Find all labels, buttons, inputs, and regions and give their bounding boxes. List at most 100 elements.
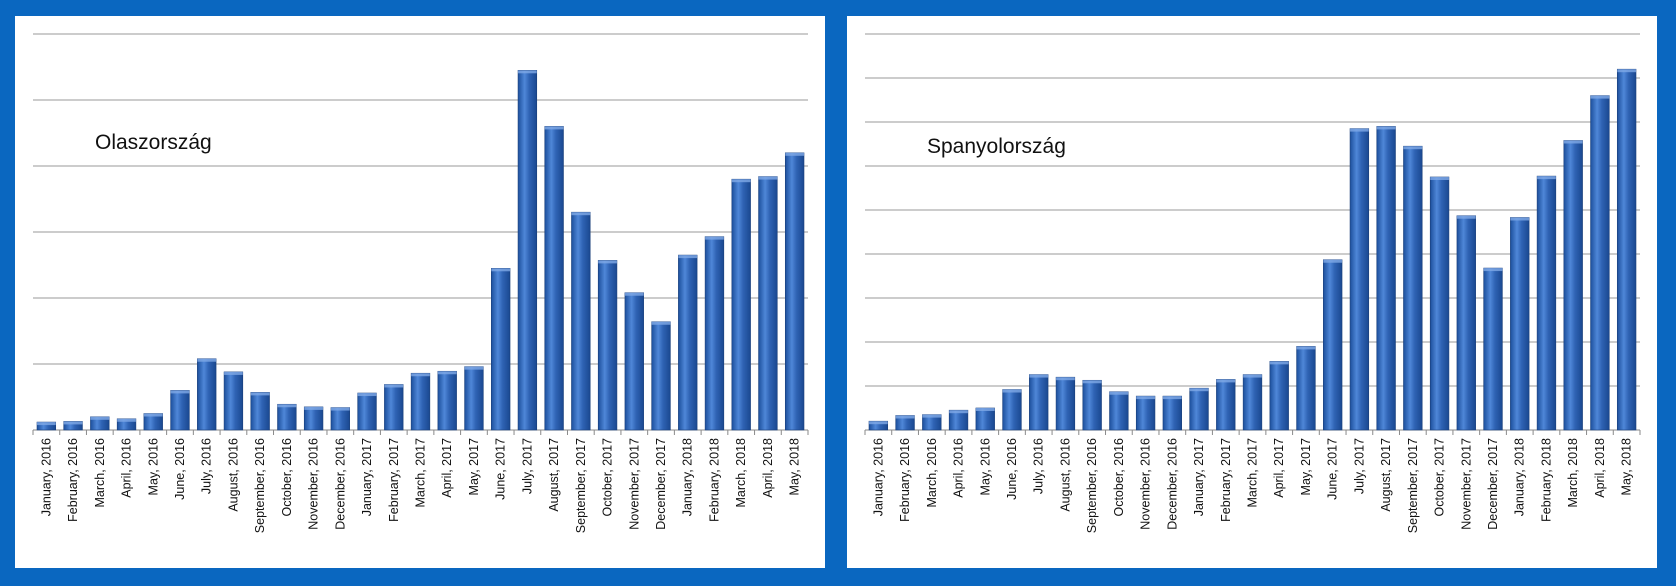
x-tick-label: July, 2017 [520,438,534,494]
bar-cap [1109,391,1129,395]
x-tick-label: June, 2016 [1005,438,1019,500]
bar [544,126,564,431]
x-tick-label: April, 2017 [440,438,454,498]
x-tick-label: December, 2016 [1165,438,1179,530]
bar [1296,346,1316,431]
bar-cap [1136,396,1155,400]
bar [1135,395,1156,431]
bar [678,254,698,431]
x-tick-label: August, 2016 [226,438,240,512]
x-tick-label: June, 2017 [494,438,508,500]
bar-cap [1590,95,1610,99]
x-tick-label: January, 2018 [681,438,695,516]
bar [223,371,244,431]
bar [1483,267,1503,431]
bar [1109,391,1129,431]
bar-cap [224,371,243,375]
x-tick-label: January, 2017 [1192,438,1206,516]
x-tick-label: February, 2016 [66,438,80,522]
bar [571,211,591,431]
x-tick-label: November, 2017 [627,438,641,530]
x-tick-label: April, 2018 [1593,438,1607,498]
x-tick-label: February, 2017 [387,438,401,522]
bar-cap [464,366,484,370]
bar-cap [544,126,564,130]
bar [250,392,270,431]
bar [1029,374,1049,431]
bar-cap [437,371,457,375]
chart-title: Olaszország [95,131,212,154]
chart-spanyolorszag: January, 2016 February, 2016 March, 2016 Ap… [847,16,1657,568]
bar-cap [1617,69,1636,73]
bar-cap [518,70,537,74]
bar [357,392,377,431]
bar-cap [705,236,724,240]
bar-cap [598,260,617,264]
bar-cap [651,321,671,325]
bar-cap [731,179,751,183]
bar [1242,374,1263,431]
bar [651,321,671,431]
bar [1536,175,1557,431]
bar [784,152,805,431]
bar [1456,215,1476,431]
x-tick-label: January, 2018 [1513,438,1527,516]
bar-cap [277,404,297,408]
x-tick-label: December, 2016 [333,438,347,530]
bar-cap [1537,176,1556,180]
x-tick-label: March, 2016 [93,438,107,508]
x-tick-label: February, 2017 [1219,438,1233,522]
bar [1403,145,1423,431]
x-tick-label: May, 2016 [978,438,992,495]
bar [277,403,297,431]
bar-cap [895,415,915,419]
bar [1323,259,1343,431]
bar-cap [624,292,644,296]
bar [1429,176,1450,431]
bar-cap [1029,374,1049,378]
bar-cap [357,393,377,397]
bar-cap [1002,389,1022,393]
bar [491,268,511,431]
bar-cap [1403,146,1423,150]
bar-cap [949,410,968,414]
bar-cap [197,358,217,362]
x-tick-label: November, 2016 [1139,438,1153,530]
bar-cap [37,422,56,426]
bar-cap [678,255,698,259]
x-tick-label: November, 2017 [1459,438,1473,530]
x-tick-label: May, 2017 [467,438,481,495]
bar-cap [1296,346,1316,350]
x-tick-label: April, 2018 [761,438,775,498]
x-tick-label: June, 2016 [173,438,187,500]
bar [731,178,751,431]
x-tick-label: February, 2018 [1539,438,1553,522]
bar-cap [1243,374,1262,378]
x-tick-label: May, 2018 [788,438,802,495]
bar-cap [1162,396,1182,400]
bar [437,370,457,431]
bar [1510,217,1530,431]
x-tick-label: October, 2017 [601,438,615,517]
bar-cap [250,392,270,396]
bar-cap [1082,380,1102,384]
chart-title: Spanyolország [927,135,1066,158]
bar-cap [170,390,190,394]
x-tick-label: September, 2016 [253,438,267,533]
bar-cap [491,268,511,272]
x-tick-label: September, 2016 [1085,438,1099,533]
x-tick-label: November, 2016 [307,438,321,530]
bar-cap [758,176,778,180]
bar-cap [143,413,163,417]
bar-cap [1189,388,1209,392]
bar [170,390,190,431]
bar-cap [411,373,430,377]
bar-cap [922,414,942,418]
x-tick-label: July, 2016 [200,438,214,494]
x-tick-label: March, 2018 [734,438,748,508]
bar [1002,389,1022,431]
x-tick-label: October, 2016 [1112,438,1126,517]
bar-cap [304,406,323,410]
x-tick-label: August, 2017 [547,438,561,512]
